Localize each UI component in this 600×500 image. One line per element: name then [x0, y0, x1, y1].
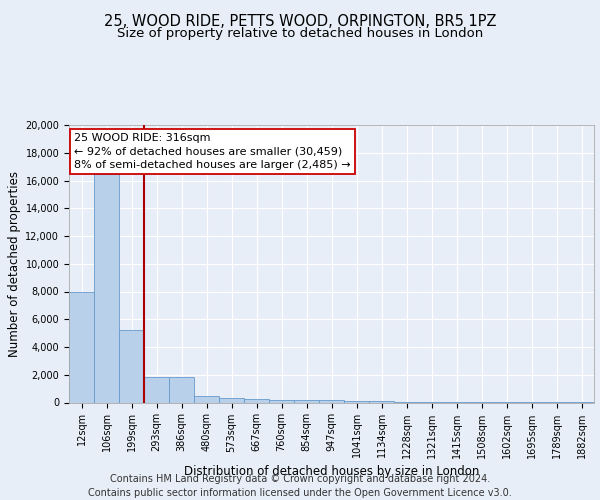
Bar [119, 330, 144, 402]
Bar [319, 400, 344, 402]
Bar [294, 400, 319, 402]
Y-axis label: Number of detached properties: Number of detached properties [8, 171, 21, 357]
Bar [144, 377, 169, 402]
Bar [219, 398, 244, 402]
Text: Size of property relative to detached houses in London: Size of property relative to detached ho… [117, 27, 483, 40]
Bar [244, 399, 269, 402]
Bar [69, 292, 94, 403]
Text: 25 WOOD RIDE: 316sqm
← 92% of detached houses are smaller (30,459)
8% of semi-de: 25 WOOD RIDE: 316sqm ← 92% of detached h… [74, 134, 351, 170]
Bar [344, 401, 369, 402]
Bar [269, 400, 294, 402]
Bar [194, 396, 219, 402]
Text: 25, WOOD RIDE, PETTS WOOD, ORPINGTON, BR5 1PZ: 25, WOOD RIDE, PETTS WOOD, ORPINGTON, BR… [104, 14, 496, 29]
Bar [94, 174, 119, 402]
X-axis label: Distribution of detached houses by size in London: Distribution of detached houses by size … [184, 464, 479, 477]
Bar [169, 377, 194, 402]
Text: Contains HM Land Registry data © Crown copyright and database right 2024.
Contai: Contains HM Land Registry data © Crown c… [88, 474, 512, 498]
